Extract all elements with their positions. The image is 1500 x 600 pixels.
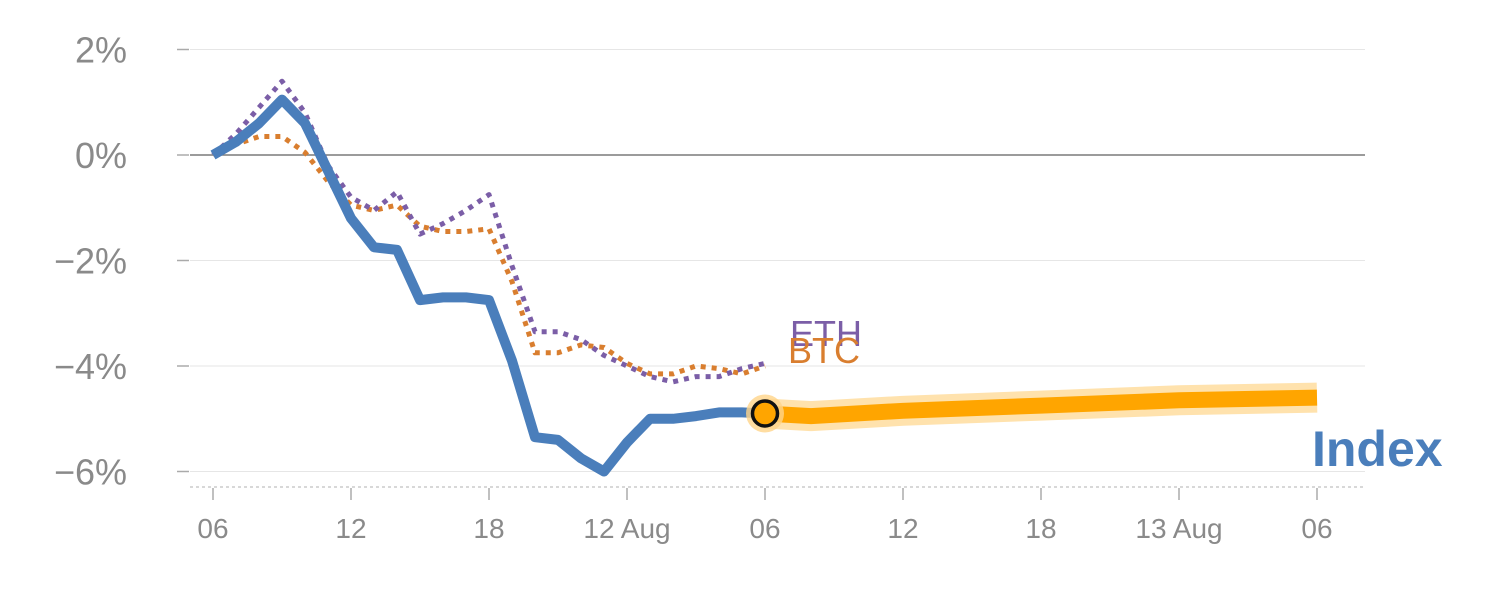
y-tick-label: 0% [75,135,127,176]
eth-series-label: ETH [790,313,862,354]
index-line [210,94,766,477]
y-tick-label: −2% [54,241,127,282]
x-tick-label: 18 [473,513,504,544]
x-axis: 06 12 18 12 Aug 06 12 18 13 Aug 06 [197,488,1333,544]
y-tick-label: −6% [54,452,127,493]
x-tick-label: 12 [335,513,366,544]
x-tick-label: 06 [1301,513,1332,544]
x-tick-label: 06 [197,513,228,544]
y-tick-label: −4% [54,346,127,387]
x-tick-label: 12 [887,513,918,544]
current-point-marker [750,399,780,428]
btc-series-label: BTC [788,330,860,371]
eth-line [211,78,766,385]
index-series-label: Index [1312,421,1443,477]
x-tick-label: 18 [1025,513,1056,544]
y-axis: 2% 0% −2% −4% −6% [54,30,189,493]
gridlines [190,49,1365,488]
series-lines [210,78,1318,477]
x-tick-label: 13 Aug [1135,513,1222,544]
y-tick-label: 2% [75,30,127,71]
forecast-line [764,389,1318,425]
x-tick-label: 06 [749,513,780,544]
x-tick-label: 12 Aug [583,513,670,544]
btc-line [211,134,766,377]
series-labels: ETH BTC Index [788,313,1443,477]
